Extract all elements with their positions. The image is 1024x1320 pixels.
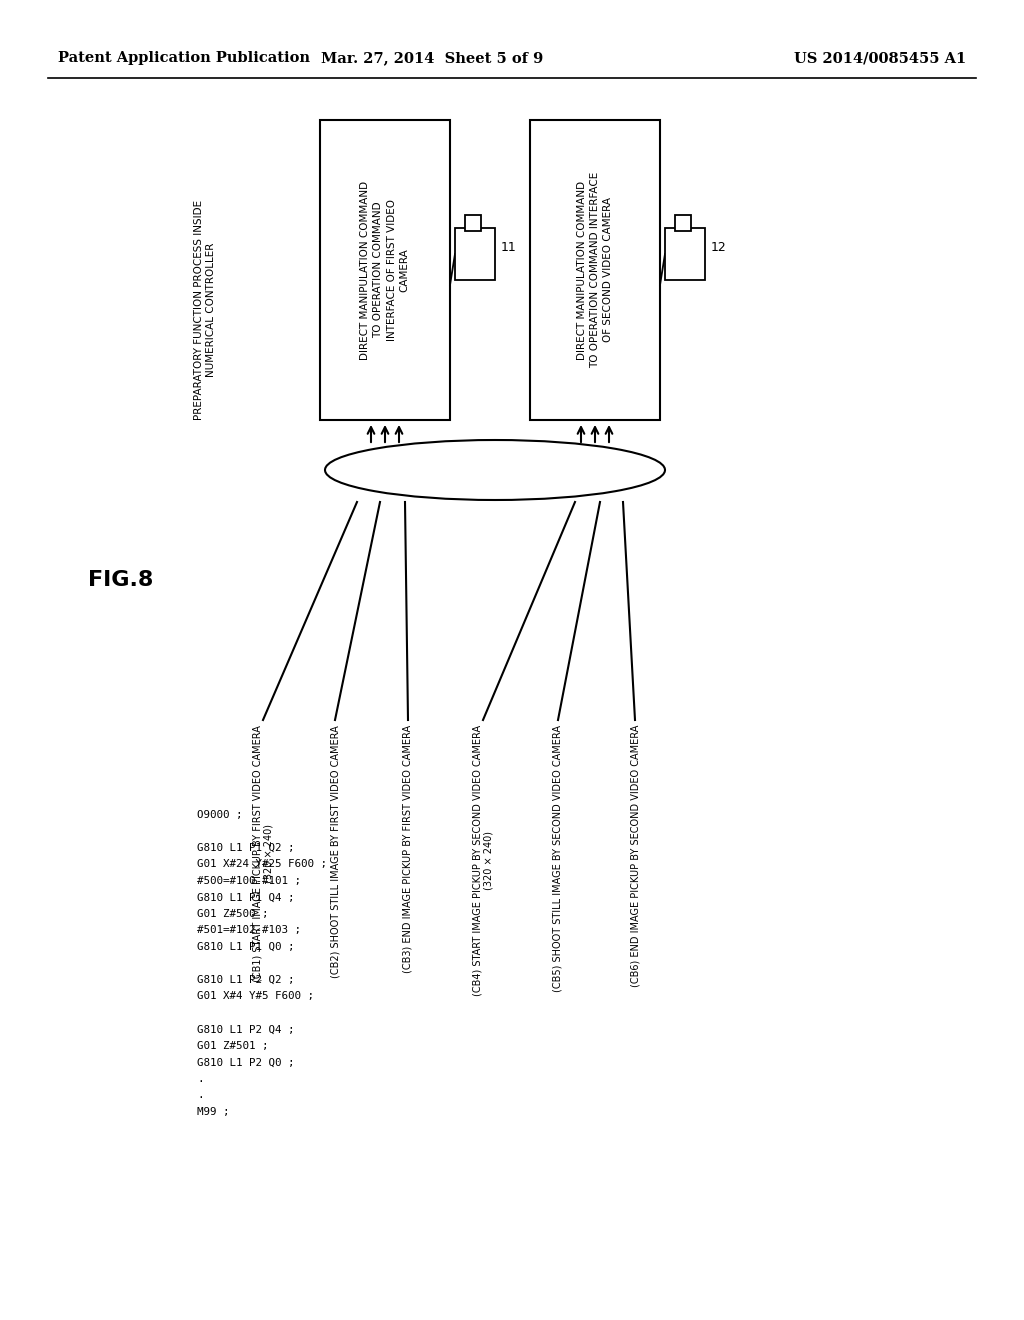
Text: DIRECT MANIPULATION COMMAND
TO OPERATION COMMAND INTERFACE
OF SECOND VIDEO CAMER: DIRECT MANIPULATION COMMAND TO OPERATION… [577, 172, 613, 368]
Text: G810 L1 P1 Q2 ;: G810 L1 P1 Q2 ; [197, 843, 295, 853]
Text: G01 Z#500 ;: G01 Z#500 ; [197, 909, 268, 919]
Text: US 2014/0085455 A1: US 2014/0085455 A1 [794, 51, 966, 65]
Bar [675, 215, 691, 231]
Text: (CB4) START IMAGE PICKUP BY SECOND VIDEO CAMERA
(320 × 240): (CB4) START IMAGE PICKUP BY SECOND VIDEO… [472, 725, 494, 997]
Text: (CB6) END IMAGE PICKUP BY SECOND VIDEO CAMERA: (CB6) END IMAGE PICKUP BY SECOND VIDEO C… [630, 725, 640, 987]
Text: G01 X#4 Y#5 F600 ;: G01 X#4 Y#5 F600 ; [197, 991, 314, 1002]
Text: .: . [197, 1090, 204, 1101]
Text: G810 L1 P1 Q4 ;: G810 L1 P1 Q4 ; [197, 892, 295, 903]
Text: G01 Z#501 ;: G01 Z#501 ; [197, 1041, 268, 1051]
Text: 11: 11 [501, 242, 517, 253]
Text: FIG.8: FIG.8 [88, 570, 154, 590]
Text: #501=#102-#103 ;: #501=#102-#103 ; [197, 925, 301, 936]
Bar [455, 228, 495, 280]
Bar [319, 120, 450, 420]
Text: G810 L1 P2 Q0 ;: G810 L1 P2 Q0 ; [197, 1057, 295, 1068]
Text: 12: 12 [711, 242, 727, 253]
Text: .: . [197, 1074, 204, 1084]
Bar [665, 228, 705, 280]
Text: (CB2) SHOOT STILL IMAGE BY FIRST VIDEO CAMERA: (CB2) SHOOT STILL IMAGE BY FIRST VIDEO C… [330, 725, 340, 978]
Text: Mar. 27, 2014  Sheet 5 of 9: Mar. 27, 2014 Sheet 5 of 9 [321, 51, 543, 65]
Bar [530, 120, 660, 420]
Text: G01 X#24 Y#25 F600 ;: G01 X#24 Y#25 F600 ; [197, 859, 327, 870]
Text: G810 L1 P2 Q2 ;: G810 L1 P2 Q2 ; [197, 975, 295, 985]
Text: (CB3) END IMAGE PICKUP BY FIRST VIDEO CAMERA: (CB3) END IMAGE PICKUP BY FIRST VIDEO CA… [403, 725, 413, 973]
Text: DIRECT MANIPULATION COMMAND
TO OPERATION COMMAND
INTERFACE OF FIRST VIDEO
CAMERA: DIRECT MANIPULATION COMMAND TO OPERATION… [360, 181, 410, 359]
Bar [465, 215, 481, 231]
Text: G810 L1 P1 Q0 ;: G810 L1 P1 Q0 ; [197, 942, 295, 952]
Text: O9000 ;: O9000 ; [197, 810, 243, 820]
Ellipse shape [325, 440, 665, 500]
Text: Patent Application Publication: Patent Application Publication [58, 51, 310, 65]
Text: (CB1) START IMAGE PICKUP BY FIRST VIDEO CAMERA
(320 × 240): (CB1) START IMAGE PICKUP BY FIRST VIDEO … [252, 725, 273, 982]
Text: G810 L1 P2 Q4 ;: G810 L1 P2 Q4 ; [197, 1024, 295, 1035]
Text: PREPARATORY FUNCTION PROCESS INSIDE
NUMERICAL CONTROLLER: PREPARATORY FUNCTION PROCESS INSIDE NUME… [195, 199, 216, 420]
Text: #500=#100-#101 ;: #500=#100-#101 ; [197, 876, 301, 886]
Text: M99 ;: M99 ; [197, 1107, 229, 1117]
Text: (CB5) SHOOT STILL IMAGE BY SECOND VIDEO CAMERA: (CB5) SHOOT STILL IMAGE BY SECOND VIDEO … [553, 725, 563, 993]
